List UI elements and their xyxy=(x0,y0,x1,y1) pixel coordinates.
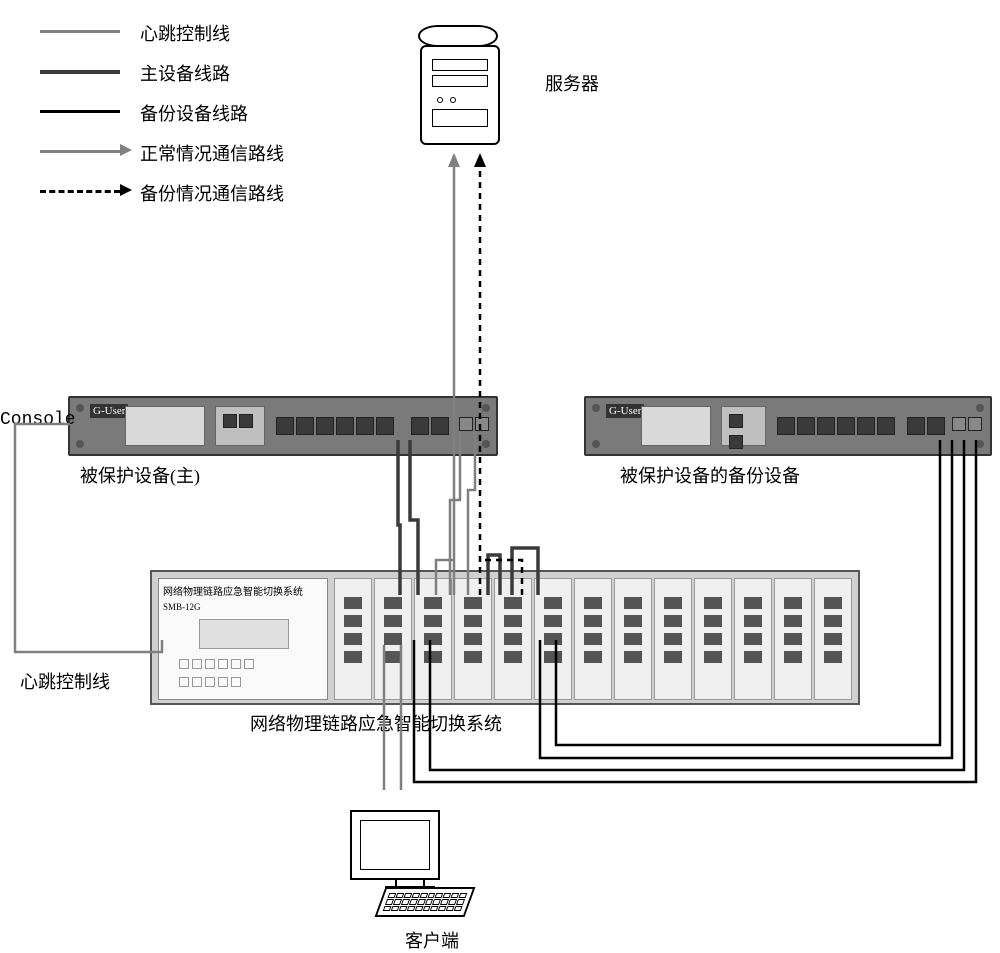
switch-module xyxy=(414,578,452,700)
client-icon xyxy=(350,810,470,917)
main-badge: G-User xyxy=(90,404,128,418)
switch-module xyxy=(534,578,572,700)
switch-module xyxy=(814,578,852,700)
switch-module xyxy=(774,578,812,700)
switch-module xyxy=(334,578,372,700)
legend-swatch-backup-comm xyxy=(40,190,120,193)
switch-module xyxy=(574,578,612,700)
legend-swatch-main xyxy=(40,70,120,74)
legend-label-main: 主设备线路 xyxy=(140,60,230,86)
legend-label-backup-comm: 备份情况通信路线 xyxy=(140,180,284,206)
switch-module xyxy=(494,578,532,700)
main-device: G-User xyxy=(68,396,498,456)
backup-device: G-User xyxy=(584,396,992,456)
switch-module xyxy=(654,578,692,700)
console-label: Console xyxy=(0,410,76,430)
legend-arrow-backup xyxy=(120,184,132,196)
backup-device-label: 被保护设备的备份设备 xyxy=(620,462,800,488)
switch-module xyxy=(374,578,412,700)
switch-module xyxy=(454,578,492,700)
backup-badge: G-User xyxy=(606,404,644,418)
legend-swatch-backup xyxy=(40,110,120,113)
switch-module xyxy=(734,578,772,700)
switch-system: 网络物理链路应急智能切换系统 SMB-12G xyxy=(150,570,860,705)
diagram-canvas: 心跳控制线 主设备线路 备份设备线路 正常情况通信路线 备份情况通信路线 服务器… xyxy=(0,0,1000,947)
legend-label-heartbeat: 心跳控制线 xyxy=(140,20,230,46)
switch-panel-text: 网络物理链路应急智能切换系统 xyxy=(159,579,327,602)
legend-arrow-normal xyxy=(120,144,132,156)
client-label: 客户端 xyxy=(405,927,459,953)
switch-system-label: 网络物理链路应急智能切换系统 xyxy=(250,710,502,736)
switch-model: SMB-12G xyxy=(159,602,327,616)
server-icon xyxy=(420,45,500,145)
server-label: 服务器 xyxy=(545,70,599,96)
legend-label-normal-comm: 正常情况通信路线 xyxy=(140,140,284,166)
main-device-label: 被保护设备(主) xyxy=(80,462,200,488)
legend-swatch-normal-comm xyxy=(40,150,120,153)
switch-module xyxy=(694,578,732,700)
legend-label-backup: 备份设备线路 xyxy=(140,100,248,126)
switch-module xyxy=(614,578,652,700)
heartbeat-line-label: 心跳控制线 xyxy=(20,668,110,694)
legend-swatch-heartbeat xyxy=(40,30,120,33)
